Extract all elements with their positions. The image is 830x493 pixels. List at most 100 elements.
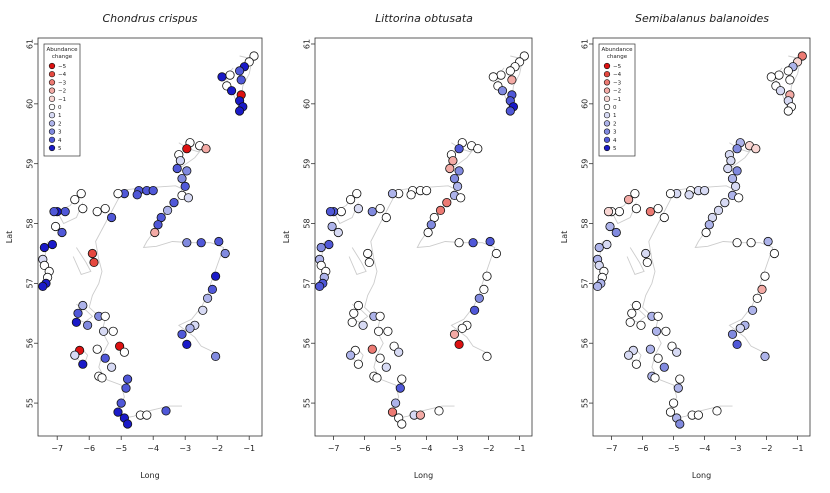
panel-title: Semibalanus balanoides <box>635 12 769 25</box>
legend-label: −1 <box>613 97 621 103</box>
y-tick-label: 55 <box>581 398 590 408</box>
site-point <box>87 248 98 259</box>
site-point <box>198 305 208 315</box>
site-point <box>774 70 784 80</box>
site-point <box>211 351 221 361</box>
site-point <box>699 186 710 196</box>
legend-swatch <box>603 87 611 94</box>
site-point <box>196 238 206 248</box>
site-point <box>123 374 133 384</box>
map-panel-3: Semibalanus balanoides−7 −6 −5 −4 −3 −2 −15556… <box>560 12 811 480</box>
site-point <box>185 323 195 333</box>
site-point <box>333 227 343 238</box>
site-point <box>70 195 80 205</box>
site-point <box>394 347 404 357</box>
legend-label: −3 <box>613 80 622 86</box>
site-point <box>390 398 401 408</box>
site-point <box>352 189 362 199</box>
x-tick-label: −5 <box>668 444 680 453</box>
site-point <box>732 339 742 349</box>
site-point <box>448 156 458 166</box>
site-point <box>113 189 123 199</box>
x-tick-label: −6 <box>83 444 95 453</box>
legend-swatch <box>48 87 56 94</box>
site-point <box>406 190 416 200</box>
legend-label: −4 <box>58 72 67 78</box>
site-point <box>797 51 807 61</box>
site-point <box>473 144 483 154</box>
site-point <box>650 373 660 383</box>
legend-swatch <box>48 136 56 143</box>
x-tick-label: −3 <box>730 444 742 453</box>
site-point <box>712 406 722 416</box>
site-point <box>107 212 117 223</box>
legend-label: −2 <box>613 89 621 95</box>
site-point <box>50 221 61 232</box>
site-point <box>482 351 492 361</box>
site-point <box>71 317 82 327</box>
x-tick-label: −3 <box>452 444 464 453</box>
site-point <box>775 86 786 96</box>
site-point <box>375 353 385 363</box>
site-point <box>785 75 795 85</box>
site-point <box>732 166 742 176</box>
site-point <box>373 326 384 336</box>
site-point <box>182 339 192 349</box>
site-point <box>70 350 80 360</box>
x-tick-label: −4 <box>147 444 159 453</box>
site-point <box>345 195 356 205</box>
site-point <box>445 163 455 174</box>
site-point <box>442 198 452 208</box>
site-point <box>701 227 711 238</box>
site-point <box>454 144 464 154</box>
site-point <box>645 344 656 354</box>
y-tick-label: 61 <box>26 39 35 49</box>
site-point <box>668 398 679 408</box>
site-point <box>665 407 676 417</box>
site-point <box>763 236 773 247</box>
site-point <box>421 186 432 196</box>
site-point <box>97 373 107 383</box>
legend-title: Abundance <box>602 47 634 53</box>
site-point <box>201 144 211 154</box>
legend-swatch <box>48 71 56 78</box>
y-tick-label: 61 <box>581 39 590 49</box>
site-point <box>220 248 230 259</box>
site-point <box>363 248 373 259</box>
site-point <box>482 271 492 281</box>
x-tick-label: −4 <box>421 444 433 453</box>
x-tick-label: −3 <box>179 444 191 453</box>
legend-swatch <box>48 103 56 111</box>
site-point <box>397 374 407 384</box>
site-point <box>142 410 152 420</box>
site-point <box>730 181 741 191</box>
site-point <box>488 72 498 82</box>
site-point <box>720 198 730 208</box>
site-point <box>485 236 495 247</box>
site-point <box>693 410 704 420</box>
legend-label: 5 <box>613 146 617 152</box>
site-point <box>177 329 187 339</box>
y-tick-label: 58 <box>581 218 590 228</box>
legend-title: Abundance <box>47 47 79 53</box>
x-tick-label: −2 <box>761 444 773 453</box>
x-tick-label: −4 <box>699 444 711 453</box>
legend-swatch <box>48 62 56 70</box>
legend-label: −3 <box>58 80 67 86</box>
site-point <box>153 220 163 230</box>
site-point <box>625 317 635 327</box>
site-point <box>217 72 227 82</box>
site-point <box>207 284 217 294</box>
y-tick-label: 59 <box>26 159 35 169</box>
x-tick-label: −6 <box>359 444 371 453</box>
site-point <box>92 207 102 217</box>
site-point <box>479 284 489 294</box>
site-point <box>89 257 99 267</box>
site-point <box>623 350 634 360</box>
site-point <box>415 410 425 420</box>
site-point <box>389 341 399 351</box>
site-point <box>653 311 663 321</box>
legend-label: −2 <box>58 89 66 95</box>
site-point <box>225 70 235 80</box>
